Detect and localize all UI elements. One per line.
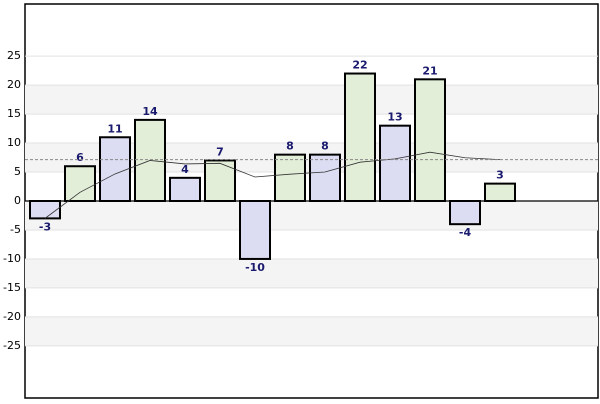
bar [169, 176, 201, 203]
bar [239, 200, 271, 260]
bar [379, 124, 411, 202]
grid-band [25, 258, 598, 288]
bar [309, 153, 341, 203]
bar [134, 118, 166, 202]
y-tick-label: -20 [3, 310, 21, 323]
y-tick-label: 5 [14, 165, 21, 178]
y-tick-label: -5 [10, 223, 21, 236]
value-label: 21 [422, 64, 437, 77]
value-label: 7 [216, 145, 224, 158]
value-label: -10 [245, 261, 265, 274]
value-label: 22 [352, 59, 367, 72]
value-label: -4 [459, 226, 472, 239]
y-tick-label: -15 [3, 281, 21, 294]
value-label: 14 [142, 105, 158, 118]
value-label: 3 [496, 169, 504, 182]
y-tick-label: 15 [7, 107, 21, 120]
grid-band [25, 201, 598, 230]
bar [344, 72, 376, 202]
grid-band [25, 85, 598, 115]
y-tick-label: 25 [7, 49, 21, 62]
value-label: 6 [76, 151, 84, 164]
value-label: 13 [387, 111, 402, 124]
overlay [25, 151, 598, 219]
bar [449, 200, 481, 226]
y-tick-label: 10 [7, 136, 21, 149]
grid: -25 -20 -15 -10 -5 0 5 10 15 20 25 [3, 49, 598, 352]
average-trend-line [44, 151, 501, 219]
y-tick-label: -25 [3, 339, 21, 352]
bar [484, 182, 516, 202]
y-tick-label: 20 [7, 78, 21, 91]
value-label: 4 [181, 163, 189, 176]
bar [29, 200, 61, 220]
bar [204, 159, 236, 202]
y-tick-label: -10 [3, 252, 21, 265]
y-tick-label: 0 [14, 194, 21, 207]
bar [99, 136, 131, 203]
bar [274, 153, 306, 203]
bar [64, 165, 96, 202]
value-label: 8 [321, 140, 329, 153]
value-label: 11 [107, 122, 122, 135]
value-label: -3 [39, 220, 51, 233]
value-label: 8 [286, 140, 294, 153]
grid-band [25, 316, 598, 346]
bar [414, 78, 446, 202]
bars: -3 6 11 14 4 7 -10 8 8 22 13 21 -4 3 [29, 59, 516, 274]
